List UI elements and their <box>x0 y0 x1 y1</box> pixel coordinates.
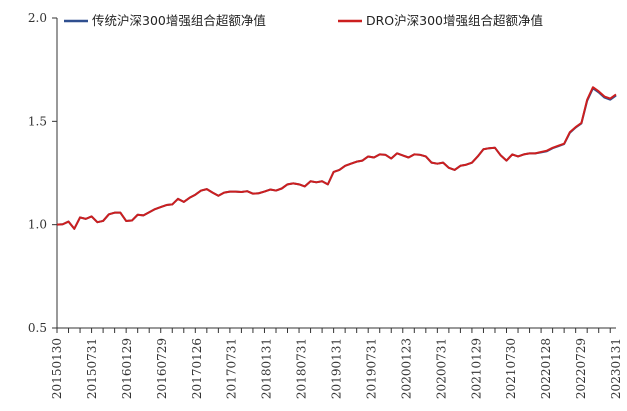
x-tick-label: 20160129 <box>120 338 134 399</box>
x-tick-label: 20220128 <box>539 338 553 399</box>
y-tick-label: 1.0 <box>28 218 47 232</box>
series-line-traditional <box>56 87 617 230</box>
x-tick-label: 20180731 <box>295 338 309 399</box>
x-tick-label: 20170126 <box>190 338 204 399</box>
x-tick-label: 20210129 <box>469 338 483 399</box>
x-tick-label: 20210730 <box>504 338 518 399</box>
series-line-dro <box>56 86 617 230</box>
x-tick-label: 20230131 <box>609 338 623 399</box>
y-tick-label: 1.5 <box>28 114 47 128</box>
x-tick-label: 20160729 <box>155 338 169 399</box>
x-tick-label: 20150130 <box>50 338 64 399</box>
legend-label-traditional: 传统沪深300增强组合超额净值 <box>92 13 266 28</box>
legend: 传统沪深300增强组合超额净值 DRO沪深300增强组合超额净值 <box>64 13 543 28</box>
axes <box>56 18 616 329</box>
series-layer <box>56 86 617 230</box>
x-tick-label: 20190131 <box>330 338 344 399</box>
x-tick-label: 20170731 <box>225 338 239 399</box>
x-tick-label: 20200123 <box>399 338 413 399</box>
x-tick-label: 20200731 <box>434 338 448 399</box>
x-tick-label: 20190731 <box>364 338 378 399</box>
y-tick-label: 2.0 <box>28 11 47 25</box>
legend-label-dro: DRO沪深300增强组合超额净值 <box>366 13 543 28</box>
x-tick-label: 20220729 <box>574 338 588 399</box>
axis-ticks: 0.5 1.0 1.5 2.0 20150130 20150731 20160129 2016… <box>28 11 623 399</box>
x-tick-label: 20180131 <box>260 338 274 399</box>
y-tick-label: 0.5 <box>28 321 47 335</box>
x-tick-label: 20150731 <box>85 338 99 399</box>
